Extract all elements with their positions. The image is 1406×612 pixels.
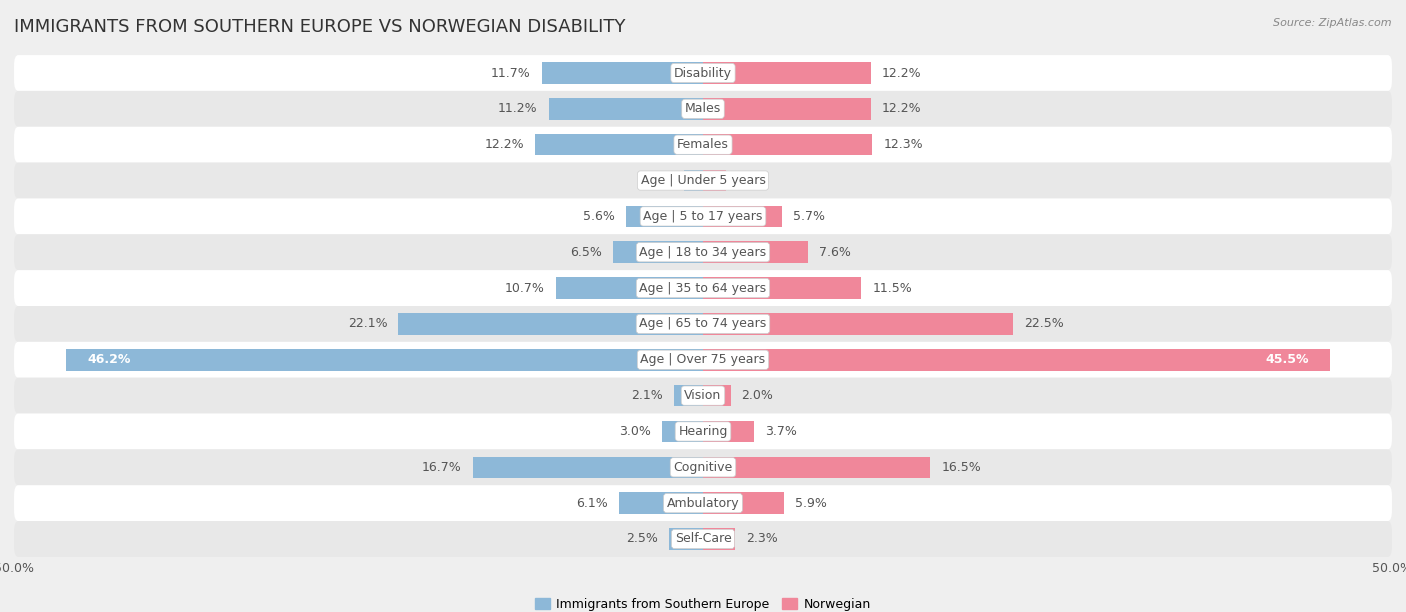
FancyBboxPatch shape bbox=[14, 306, 1392, 342]
Text: Cognitive: Cognitive bbox=[673, 461, 733, 474]
Text: 3.0%: 3.0% bbox=[619, 425, 651, 438]
Bar bbox=[555, 277, 703, 299]
Bar bbox=[619, 493, 703, 514]
Text: 45.5%: 45.5% bbox=[1265, 353, 1309, 366]
Text: Source: ZipAtlas.com: Source: ZipAtlas.com bbox=[1274, 18, 1392, 28]
FancyBboxPatch shape bbox=[14, 198, 1392, 234]
FancyBboxPatch shape bbox=[14, 342, 1392, 378]
Text: 3.7%: 3.7% bbox=[765, 425, 797, 438]
Text: Age | 35 to 64 years: Age | 35 to 64 years bbox=[640, 282, 766, 294]
FancyBboxPatch shape bbox=[14, 234, 1392, 270]
Text: 22.5%: 22.5% bbox=[1024, 318, 1064, 330]
Bar bbox=[398, 313, 703, 335]
Text: 2.5%: 2.5% bbox=[626, 532, 658, 545]
Text: 12.2%: 12.2% bbox=[882, 67, 922, 80]
Text: 12.2%: 12.2% bbox=[882, 102, 922, 115]
FancyBboxPatch shape bbox=[14, 270, 1392, 306]
Text: 10.7%: 10.7% bbox=[505, 282, 544, 294]
Text: Hearing: Hearing bbox=[678, 425, 728, 438]
Text: Age | 65 to 74 years: Age | 65 to 74 years bbox=[640, 318, 766, 330]
Bar bbox=[703, 493, 785, 514]
Text: Age | 5 to 17 years: Age | 5 to 17 years bbox=[644, 210, 762, 223]
Bar bbox=[669, 528, 703, 550]
Text: 1.4%: 1.4% bbox=[641, 174, 672, 187]
Bar bbox=[472, 457, 703, 478]
Bar bbox=[626, 206, 703, 227]
Text: Vision: Vision bbox=[685, 389, 721, 402]
Legend: Immigrants from Southern Europe, Norwegian: Immigrants from Southern Europe, Norwegi… bbox=[530, 593, 876, 612]
Bar bbox=[662, 420, 703, 442]
Bar bbox=[703, 385, 731, 406]
Text: 6.5%: 6.5% bbox=[571, 246, 602, 259]
Bar bbox=[703, 420, 754, 442]
Bar bbox=[534, 134, 703, 155]
Bar bbox=[703, 242, 807, 263]
FancyBboxPatch shape bbox=[14, 414, 1392, 449]
FancyBboxPatch shape bbox=[14, 521, 1392, 557]
Bar bbox=[703, 206, 782, 227]
Text: Self-Care: Self-Care bbox=[675, 532, 731, 545]
Text: 16.7%: 16.7% bbox=[422, 461, 461, 474]
Bar bbox=[703, 134, 873, 155]
Bar bbox=[66, 349, 703, 370]
Text: Age | 18 to 34 years: Age | 18 to 34 years bbox=[640, 246, 766, 259]
Text: Males: Males bbox=[685, 102, 721, 115]
Text: Females: Females bbox=[678, 138, 728, 151]
Bar bbox=[703, 313, 1012, 335]
Bar bbox=[683, 170, 703, 192]
Text: 5.9%: 5.9% bbox=[796, 497, 827, 510]
FancyBboxPatch shape bbox=[14, 127, 1392, 163]
Bar bbox=[541, 62, 703, 84]
Bar bbox=[703, 277, 862, 299]
Text: 5.6%: 5.6% bbox=[583, 210, 614, 223]
FancyBboxPatch shape bbox=[14, 91, 1392, 127]
Bar bbox=[703, 528, 735, 550]
Bar bbox=[613, 242, 703, 263]
FancyBboxPatch shape bbox=[14, 378, 1392, 414]
Text: 2.0%: 2.0% bbox=[741, 389, 773, 402]
FancyBboxPatch shape bbox=[14, 485, 1392, 521]
Text: Age | Under 5 years: Age | Under 5 years bbox=[641, 174, 765, 187]
FancyBboxPatch shape bbox=[14, 55, 1392, 91]
Text: 12.3%: 12.3% bbox=[883, 138, 924, 151]
Text: Disability: Disability bbox=[673, 67, 733, 80]
Text: 12.2%: 12.2% bbox=[484, 138, 524, 151]
FancyBboxPatch shape bbox=[14, 163, 1392, 198]
Bar bbox=[703, 170, 727, 192]
Text: Age | Over 75 years: Age | Over 75 years bbox=[641, 353, 765, 366]
Text: 7.6%: 7.6% bbox=[818, 246, 851, 259]
Text: 11.2%: 11.2% bbox=[498, 102, 537, 115]
FancyBboxPatch shape bbox=[14, 449, 1392, 485]
Text: 6.1%: 6.1% bbox=[576, 497, 607, 510]
Bar bbox=[703, 98, 872, 119]
Bar bbox=[673, 385, 703, 406]
Text: 11.7%: 11.7% bbox=[491, 67, 531, 80]
Text: 16.5%: 16.5% bbox=[942, 461, 981, 474]
Text: 2.3%: 2.3% bbox=[745, 532, 778, 545]
Text: IMMIGRANTS FROM SOUTHERN EUROPE VS NORWEGIAN DISABILITY: IMMIGRANTS FROM SOUTHERN EUROPE VS NORWE… bbox=[14, 18, 626, 36]
Bar bbox=[548, 98, 703, 119]
Text: 11.5%: 11.5% bbox=[873, 282, 912, 294]
Text: 1.7%: 1.7% bbox=[738, 174, 769, 187]
Text: 2.1%: 2.1% bbox=[631, 389, 664, 402]
Bar bbox=[703, 457, 931, 478]
Bar bbox=[703, 62, 872, 84]
Text: 5.7%: 5.7% bbox=[793, 210, 824, 223]
Bar bbox=[703, 349, 1330, 370]
Text: Ambulatory: Ambulatory bbox=[666, 497, 740, 510]
Text: 46.2%: 46.2% bbox=[87, 353, 131, 366]
Text: 22.1%: 22.1% bbox=[347, 318, 388, 330]
